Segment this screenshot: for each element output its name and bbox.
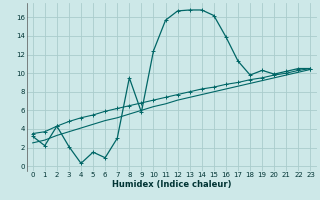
X-axis label: Humidex (Indice chaleur): Humidex (Indice chaleur): [112, 180, 231, 189]
